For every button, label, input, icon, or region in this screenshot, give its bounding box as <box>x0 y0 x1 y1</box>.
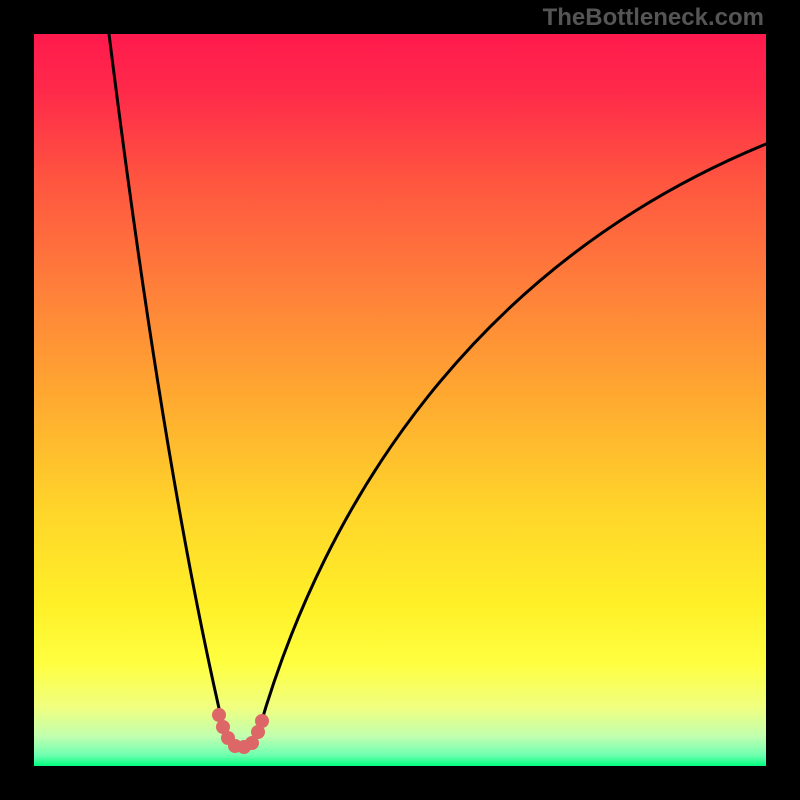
bottleneck-curve <box>34 34 766 766</box>
plot-area <box>34 34 766 766</box>
watermark-text: TheBottleneck.com <box>543 4 764 32</box>
outer-frame: TheBottleneck.com <box>0 0 800 800</box>
notch-markers <box>212 708 269 754</box>
curve-path <box>109 34 766 745</box>
notch-marker <box>255 714 269 728</box>
notch-marker <box>212 708 226 722</box>
